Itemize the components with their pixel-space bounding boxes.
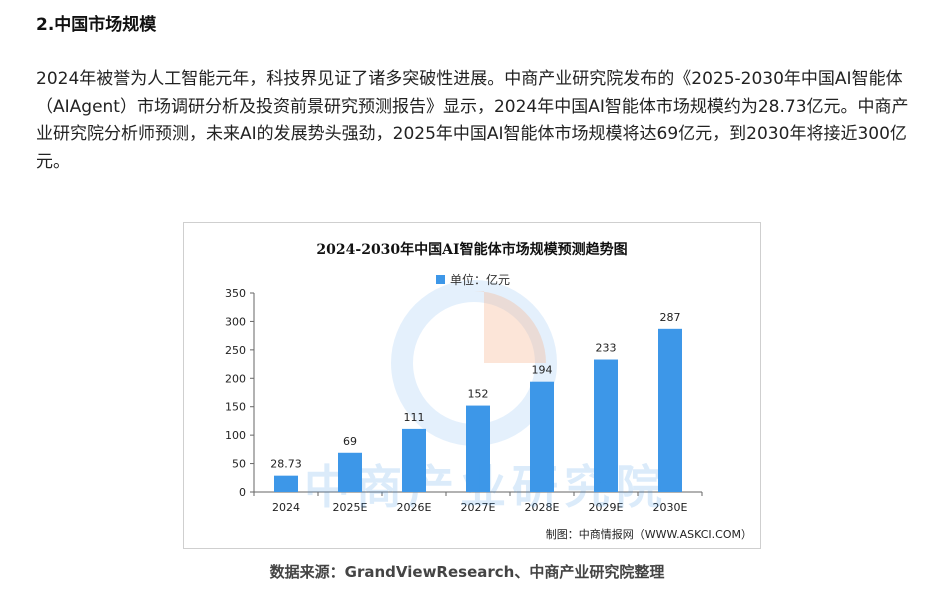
y-tick-label: 200 [225,372,246,385]
legend-label: 单位：亿元 [450,273,511,287]
y-tick-label: 300 [225,315,246,328]
chart-axes: 0 50 100 150 200 250 300 350 [225,287,703,499]
y-tick-label: 250 [225,344,246,357]
data-label: 194 [532,364,553,377]
y-tick-label: 350 [225,287,246,300]
bar-2024 [274,475,298,492]
bar-2027E [466,405,490,492]
y-tick-label: 0 [239,486,246,499]
data-label: 69 [343,435,357,448]
chart-figure: 0 50 100 150 200 250 300 350 28.73 2024 69 2025E 11… [183,222,761,549]
chart-labels: 28.73 2024 69 2025E 111 2026E 152 2027E 194 2028E… [270,311,687,514]
x-tick-label: 2028E [525,501,560,514]
data-label: 152 [468,388,489,401]
section-title: 2.中国市场规模 [36,15,157,35]
chart-legend: 单位：亿元 [436,271,510,288]
watermark-accent [474,291,546,363]
data-label: 287 [660,311,681,324]
x-tick-label: 2029E [589,501,624,514]
data-label: 28.73 [270,458,302,471]
chart-bars [274,328,682,492]
x-tick-label: 2027E [461,501,496,514]
x-tick-label: 2030E [653,501,688,514]
data-source-caption: 数据来源：GrandViewResearch、中商产业研究院整理 [269,563,665,581]
bar-2028E [530,381,554,492]
x-tick-label: 2026E [397,501,432,514]
data-label: 111 [404,411,425,424]
watermark-text: 中商产业研究院 [304,460,668,514]
x-tick-label: 2024 [272,501,300,514]
legend-swatch [436,275,445,284]
bar-2030E [658,328,682,492]
chart-svg: 0 50 100 150 200 250 300 350 28.73 2024 69 2025E 11… [225,280,703,514]
article-paragraph: 2024年被誉为人工智能元年，科技界见证了诸多突破性进展。中商产业研究院发布的《… [36,69,909,172]
bar-2026E [402,428,426,492]
x-tick-label: 2025E [333,501,368,514]
bar-2025E [338,452,362,492]
bar-2029E [594,359,618,492]
y-tick-label: 100 [225,429,246,442]
chart-credit: 制图：中商情报网（WWW.ASKCI.COM） [545,528,752,541]
data-label: 233 [596,342,617,355]
y-tick-label: 150 [225,401,246,414]
y-tick-label: 50 [232,458,246,471]
chart-title: 2024-2030年中国AI智能体市场规模预测趋势图 [316,242,628,258]
